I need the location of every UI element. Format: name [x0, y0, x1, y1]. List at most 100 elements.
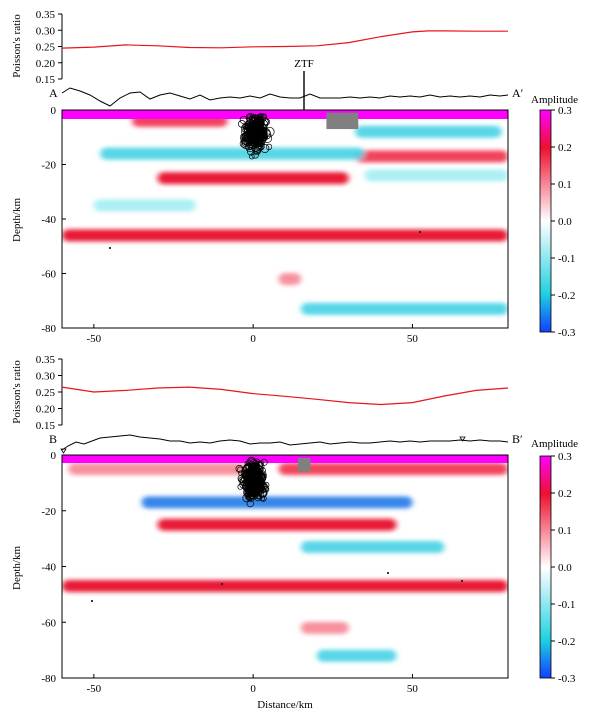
earthquake-marker [253, 114, 263, 124]
earthquake-marker [257, 473, 266, 483]
depth-y-label-a: Depth/km [11, 198, 23, 242]
depth-tick-label: -80 [41, 673, 56, 685]
ratio-y-ticks-b: 0.35 0.30 0.25 0.20 0.15 [36, 354, 62, 432]
colorbar-tick-label: -0.2 [558, 636, 575, 648]
positive-anomaly [68, 462, 247, 475]
colorbar-tick-label: -0.1 [558, 253, 575, 265]
negative-anomaly [100, 147, 365, 160]
depth-y-label-b: Depth/km [11, 546, 23, 590]
colorbar-tick-label: 0.0 [558, 562, 572, 574]
positive-anomaly [157, 172, 349, 185]
depth-tick-label: -40 [41, 562, 56, 574]
earthquake-marker [258, 460, 264, 467]
depth-tick-label: -80 [41, 323, 56, 335]
earthquake-marker [239, 115, 248, 125]
positive-anomaly [157, 518, 397, 531]
station-marker-start [60, 448, 67, 454]
ratio-y-label-b: Poisson's ratio [11, 360, 23, 424]
profile-start-label-a: A [49, 86, 58, 100]
x-ticks-b: -50 0 50 [87, 674, 418, 695]
earthquake-marker [246, 492, 256, 502]
colorbar-tick-label: 0.2 [558, 142, 572, 154]
depth-ticks-b: 0 -20 -40 -60 -80 [41, 450, 66, 685]
depth-tick-label: -20 [41, 506, 56, 518]
colorbar-tick-label: 0.3 [558, 451, 572, 463]
gray-block-a [326, 112, 359, 130]
colorbar-gradient-a [539, 109, 552, 333]
earthquake-marker [251, 132, 261, 143]
earthquake-marker [241, 131, 252, 141]
ratio-y-ticks-a: 0.35 0.30 0.25 0.20 0.15 [36, 9, 62, 86]
y-tick-label: 0.35 [36, 9, 56, 21]
profile-end-label-a: A′ [512, 86, 524, 100]
y-tick-label: 0.20 [36, 404, 56, 416]
colorbar-tick-label: -0.2 [558, 290, 575, 302]
x-ticks-a: -50 0 50 [87, 324, 419, 345]
positive-anomaly [300, 621, 349, 634]
y-tick-label: 0.30 [36, 25, 56, 37]
depth-tick-label: -20 [41, 160, 56, 172]
earthquake-marker [251, 151, 259, 159]
x-tick-label: 50 [407, 333, 419, 345]
colorbar-tick-label: -0.3 [558, 327, 576, 339]
y-tick-label: 0.20 [36, 58, 56, 70]
y-tick-label: 0.15 [36, 74, 56, 86]
positive-anomaly [355, 150, 508, 163]
station-marker-end [459, 436, 466, 442]
colorbar-tick-label: 0.1 [558, 525, 572, 537]
colorbar-b: Amplitude 0.3 0.2 0.1 0.0 -0.1 -0.2 -0.3 [531, 438, 578, 685]
topography-b: B B′ [49, 432, 523, 454]
colorbar-tick-label: -0.3 [558, 673, 576, 685]
earthquake-marker [242, 470, 252, 479]
earthquake-marker [261, 113, 267, 120]
y-tick-label: 0.30 [36, 371, 56, 383]
colorbar-tick-label: 0.1 [558, 179, 572, 191]
y-tick-label: 0.15 [36, 420, 56, 432]
y-tick-label: 0.35 [36, 354, 56, 366]
earthquake-marker [237, 483, 244, 490]
profile-end-label-b: B′ [512, 432, 523, 446]
earthquake-marker [258, 482, 268, 492]
positive-anomaly [278, 272, 301, 285]
gray-block-b [297, 457, 311, 472]
depth-tick-label: -60 [41, 617, 56, 629]
poisson-ratio-line-b [61, 386, 509, 406]
depth-tick-label: 0 [51, 450, 57, 462]
earthquake-marker [261, 133, 269, 141]
earthquake-marker [244, 491, 251, 498]
earthquake-marker [238, 470, 245, 477]
earthquake-marker [248, 122, 257, 131]
earthquake-marker [249, 466, 256, 474]
earthquake-marker [252, 486, 260, 493]
colorbar-title-b: Amplitude [531, 438, 578, 450]
earthquake-marker [237, 466, 244, 473]
earthquake-marker [262, 133, 273, 143]
fault-label: ZTF [294, 58, 314, 70]
depth-tick-label: 0 [51, 105, 57, 117]
negative-anomaly [355, 125, 502, 138]
negative-anomaly [141, 496, 413, 509]
depth-ticks-a: 0 -20 -40 -60 -80 [41, 105, 66, 335]
colorbar-tick-label: 0.2 [558, 488, 572, 500]
earthquake-marker [259, 126, 266, 133]
surface-band-b [62, 455, 508, 463]
earthquake-cluster-a [238, 112, 275, 160]
x-tick-label: 0 [250, 333, 256, 345]
colorbar-a: Amplitude 0.3 0.2 0.1 0.0 -0.1 -0.2 -0.3 [531, 94, 578, 339]
poisson-ratio-panel-a: Poisson's ratio 0.35 0.30 0.25 0.20 0.15 [11, 9, 508, 86]
negative-anomaly [93, 199, 196, 212]
y-tick-label: 0.25 [36, 387, 56, 399]
earthquake-marker [248, 474, 257, 483]
event-markers-b [90, 571, 464, 603]
topography-line-a [61, 87, 509, 107]
earthquake-marker [241, 466, 248, 474]
event-markers-a [108, 230, 422, 250]
colorbar-ticks-b: 0.3 0.2 0.1 0.0 -0.1 -0.2 -0.3 [551, 451, 576, 685]
profile-start-label-b: B [49, 432, 57, 446]
topography-line-b [61, 434, 509, 451]
profile-heatmap-a: Depth/km -50 0 50 0 -20 -40 -60 -80 [11, 105, 509, 345]
earthquake-marker [254, 126, 261, 133]
earthquake-marker [248, 153, 255, 160]
earthquake-marker [252, 124, 260, 132]
